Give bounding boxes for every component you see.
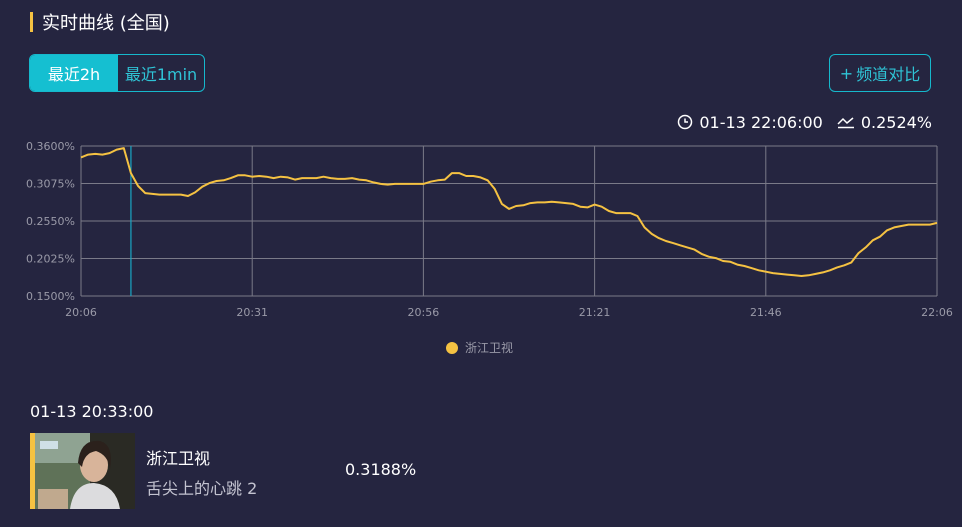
readout-value: 0.2524% [860,112,932,132]
y-tick-label: 0.2025% [26,253,75,266]
detail-time: 01-13 20:33:00 [30,402,154,421]
y-tick-label: 0.3600% [26,140,75,153]
x-tick-label: 20:56 [408,306,440,319]
plus-icon: + [839,63,854,83]
range-2h-button[interactable]: 最近2h [30,55,118,91]
x-tick-label: 21:21 [579,306,611,319]
cursor-readout: 01-13 22:06:00 0.2524% [677,110,932,134]
title-accent-bar [30,12,33,32]
y-tick-label: 0.2550% [26,215,75,228]
y-tick-label: 0.3075% [26,178,75,191]
x-tick-label: 20:31 [236,306,268,319]
x-tick-label: 20:06 [65,306,97,319]
readout-time: 01-13 22:06:00 [699,112,823,132]
range-1min-button[interactable]: 最近1min [124,65,198,84]
rating-line-chart[interactable]: 0.1500% 0.2025% 0.2550% 0.3075% 0.3600% 20:06… [0,130,962,370]
page-title: 实时曲线 (全国) [42,13,170,34]
legend-marker [446,342,458,354]
x-tick-label: 21:46 [750,306,782,319]
program-row[interactable]: 浙江卫视 舌尖上的心跳 2 0.3188% [30,433,930,509]
channel-compare-button[interactable]: + 频道对比 [829,54,931,92]
legend-label: 浙江卫视 [465,340,513,355]
x-tick-label: 22:06 [921,306,953,319]
program-channel: 浙江卫视 [146,449,211,468]
y-tick-label: 0.1500% [26,290,75,303]
program-title: 舌尖上的心跳 2 [146,479,258,498]
trend-icon [837,115,855,129]
section-header: 实时曲线 (全国) [30,10,170,34]
clock-icon [677,114,693,130]
series-line-zhejiang [80,147,938,277]
program-share: 0.3188% [345,460,417,479]
range-toggle: 最近2h 最近1min [29,54,205,92]
program-thumbnail [30,433,135,509]
channel-compare-label: 频道对比 [856,65,921,84]
